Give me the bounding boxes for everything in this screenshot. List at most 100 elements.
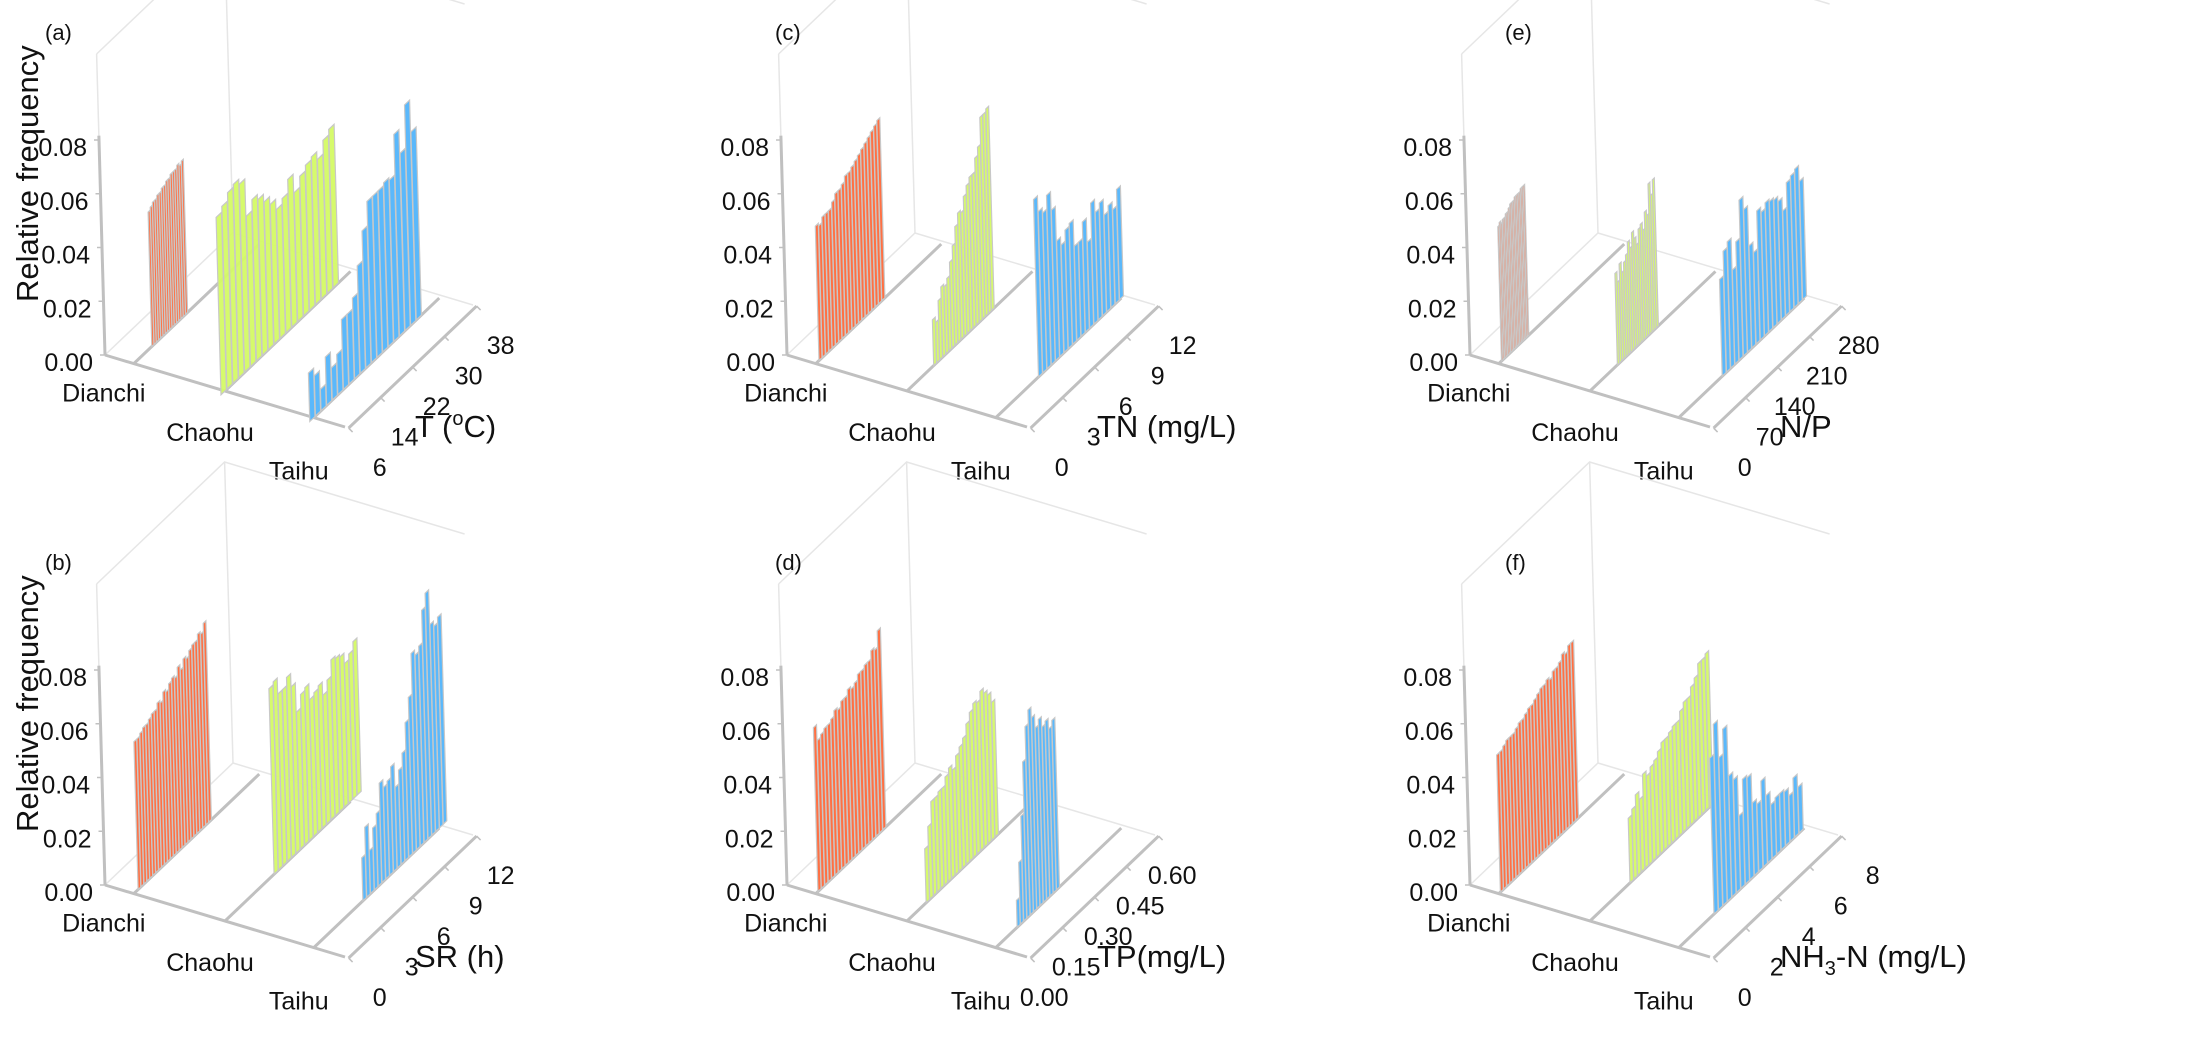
x-tick-label: 38 [487, 332, 515, 360]
bar-chaohu-19 [985, 104, 995, 312]
z-tick-label: 0.08 [720, 664, 769, 692]
panel-label: (a) [45, 20, 72, 45]
z-tick-label: 0.06 [40, 718, 89, 746]
bar-dianchi-24 [202, 619, 213, 824]
bar-chaohu-4 [1641, 769, 1650, 870]
bar-taihu-5 [1732, 774, 1742, 895]
z-tick-label: 0.06 [722, 188, 771, 216]
bar-chaohu-7 [947, 763, 956, 880]
x-tick [1745, 927, 1751, 933]
frame-edge [223, 461, 234, 764]
lake-label-dianchi: Dianchi [744, 910, 827, 938]
x-tick-label: 3 [1087, 424, 1101, 452]
x-tick [1809, 336, 1815, 342]
bar-dianchi-17 [1522, 183, 1530, 338]
z-tick-label: 0.04 [1406, 772, 1455, 800]
x-axis-title: TN (mg/L) [1097, 409, 1237, 444]
x-tick-label: 9 [469, 893, 483, 921]
bar-chaohu-18 [1651, 176, 1660, 330]
bar-chaohu-6 [251, 193, 263, 363]
x-tick [476, 835, 482, 841]
bar-taihu-19 [429, 619, 440, 833]
bar-taihu-18 [424, 588, 436, 837]
z-tick-label: 0.02 [725, 295, 774, 323]
z-tick-label: 0.02 [725, 825, 774, 853]
x-tick [1777, 896, 1783, 902]
x-tick-label: 0.00 [1020, 984, 1069, 1012]
x-tick-label: 210 [1806, 363, 1848, 391]
bar-chaohu-16 [339, 651, 349, 809]
x-tick [444, 336, 450, 342]
x-tick [1713, 427, 1719, 433]
bar-chaohu-2 [1618, 260, 1625, 363]
z-tick-label: 0.04 [723, 772, 772, 800]
bar-chaohu-5 [290, 681, 301, 855]
bar-taihu-19 [1115, 184, 1125, 302]
z-tick-label: 0.06 [40, 188, 89, 216]
variable-axis [1712, 834, 1843, 960]
z-tick-label: 0.02 [1408, 825, 1457, 853]
bar-chaohu-19 [352, 636, 362, 797]
series-taihu [307, 98, 423, 423]
bar-taihu-3 [1045, 190, 1056, 367]
bar-chaohu-14 [1643, 209, 1651, 338]
lake-label-chaohu: Chaohu [1531, 949, 1619, 977]
series-dianchi [814, 116, 886, 362]
x-tick-label: 0 [373, 984, 387, 1012]
lake-label-taihu: Taihu [269, 988, 329, 1016]
series-taihu [361, 588, 448, 903]
lake-label-chaohu: Chaohu [166, 419, 254, 447]
x-tick-label: 0 [1738, 984, 1752, 1012]
panel-label: (e) [1505, 20, 1532, 45]
bar-taihu-2 [1726, 236, 1736, 370]
x-tick [1777, 366, 1783, 372]
bar-taihu-13 [1089, 198, 1099, 326]
bar-chaohu-1 [272, 676, 284, 872]
lake-label-taihu: Taihu [951, 458, 1011, 486]
bar-dianchi-24 [1570, 638, 1580, 822]
z-tick-label: 0.08 [1403, 664, 1452, 692]
lake-label-chaohu: Chaohu [1531, 419, 1619, 447]
z-tick-label: 0.08 [1403, 134, 1452, 162]
bar-dianchi-0 [814, 221, 823, 362]
frame-edge [1461, 461, 1830, 585]
x-tick [1062, 927, 1068, 933]
series-chaohu [1627, 649, 1714, 885]
z-axis [97, 135, 107, 356]
x-tick [1094, 366, 1100, 372]
bar-taihu-11 [1764, 197, 1774, 334]
lake-label-dianchi: Dianchi [1427, 380, 1510, 408]
x-axis-title: SR (h) [415, 939, 505, 974]
z-axis [1462, 665, 1472, 886]
bar-taihu-5 [1027, 705, 1038, 914]
bar-taihu-15 [1098, 198, 1108, 318]
x-tick [444, 866, 450, 872]
x-tick-label: 30 [455, 363, 483, 391]
bar-chaohu-15 [334, 653, 345, 814]
z-tick-label: 0.06 [1405, 718, 1454, 746]
x-tick-label: 4 [1802, 923, 1816, 951]
panel-b: 0.00 0.02 0.04 0.06 0.08 0 3 6 9 12 Dianchi Chaohu T… [0, 461, 730, 1055]
bar-taihu-14 [1777, 196, 1786, 322]
x-tick [1126, 866, 1132, 872]
z-tick-label: 0.06 [1405, 188, 1454, 216]
bar-dianchi-17 [182, 655, 192, 844]
x-tick-label: 6 [1834, 893, 1848, 921]
z-axis [1462, 135, 1472, 356]
bar-taihu-3 [324, 350, 333, 407]
bar-dianchi-22 [196, 630, 207, 830]
z-axis-title: Relative frequency [10, 575, 45, 832]
bar-dianchi-15 [180, 157, 189, 316]
x-tick [412, 366, 418, 372]
bar-taihu-14 [382, 176, 395, 349]
panel-a: 0.00 0.02 0.04 0.06 0.08 6 14 22 30 38 Dianchi Chao… [0, 0, 730, 525]
x-tick-label: 12 [487, 862, 515, 890]
z-tick-label: 0.00 [1409, 349, 1458, 377]
bar-taihu-13 [1773, 195, 1782, 326]
frame-edge [225, 0, 234, 234]
frame-edge [778, 461, 1147, 585]
x-tick-label: 0 [1738, 454, 1752, 482]
bar-chaohu-16 [310, 150, 322, 307]
bar-taihu-1 [1712, 719, 1724, 912]
